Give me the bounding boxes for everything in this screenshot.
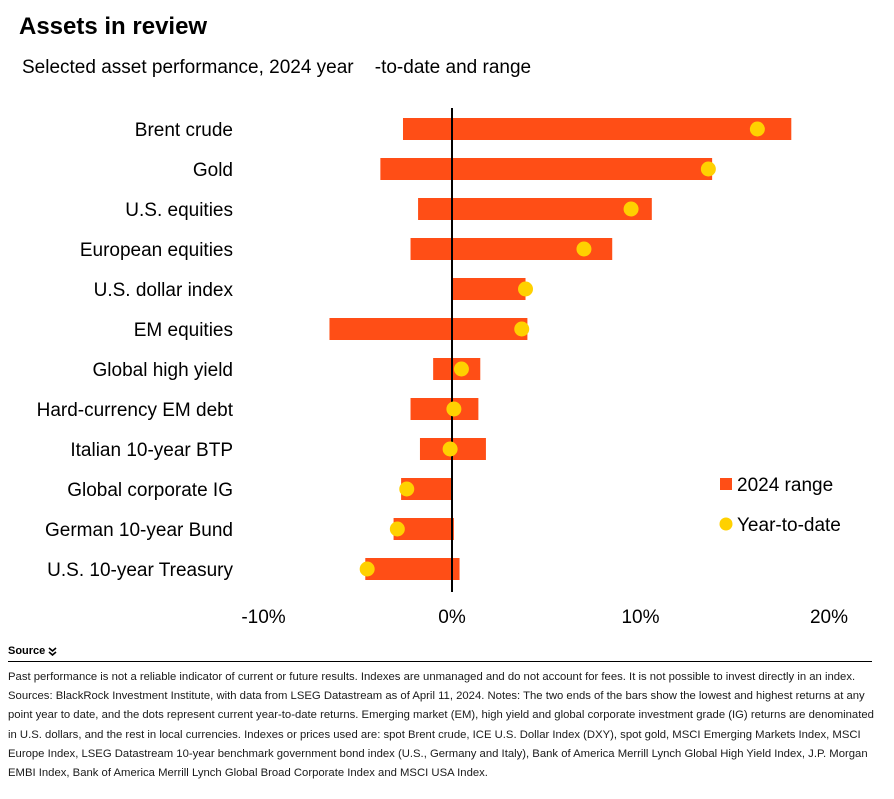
category-label-global-corporate-ig: Global corporate IG [67, 480, 233, 501]
category-label-u-s-10-year-treasury: U.S. 10-year Treasury [47, 560, 233, 581]
chart-title: Assets in review [19, 13, 208, 40]
range-bar-u-s-10-year-treasury [365, 558, 460, 580]
ytd-dot-em-equities [514, 321, 530, 337]
range-bar-global-corporate-ig [401, 478, 452, 500]
category-label-u-s-equities: U.S. equities [125, 200, 233, 221]
range-bar-german-10-year-bund [393, 518, 454, 540]
x-tick-label: 0% [438, 607, 466, 628]
category-label-german-10-year-bund: German 10-year Bund [45, 520, 233, 541]
range-bar-hard-currency-em-debt [410, 398, 479, 420]
ytd-dot-global-high-yield [453, 361, 469, 377]
ytd-dot-brent-crude [749, 121, 765, 137]
legend-marker-ytd [719, 517, 733, 531]
range-bar-em-equities [329, 318, 528, 340]
chevron-double-down-icon [48, 646, 57, 656]
category-label-global-high-yield: Global high yield [93, 360, 233, 381]
x-tick-label: -10% [241, 607, 285, 628]
ytd-dot-german-10-year-bund [389, 521, 405, 537]
ytd-dot-hard-currency-em-debt [446, 401, 462, 417]
category-label-em-equities: EM equities [134, 320, 233, 341]
category-label-gold: Gold [193, 160, 233, 181]
category-label-hard-currency-em-debt: Hard-currency EM debt [37, 400, 234, 421]
ytd-dot-u-s-equities [623, 201, 639, 217]
legend-marker-range [720, 478, 732, 490]
ytd-dot-gold [700, 161, 716, 177]
asset-performance-chart: Brent crude Gold U.S. equities European equ… [37, 108, 848, 628]
category-label-italian-10-year-btp: Italian 10-year BTP [70, 440, 233, 461]
category-label-european-equities: European equities [80, 240, 233, 261]
ytd-dot-european-equities [576, 241, 592, 257]
ytd-dot-u-s-dollar-index [518, 281, 534, 297]
range-bar-gold [380, 158, 713, 180]
source-toggle[interactable]: Source [8, 645, 57, 657]
category-label-u-s-dollar-index: U.S. dollar index [94, 280, 234, 301]
range-bar-brent-crude [402, 118, 792, 140]
category-label-brent-crude: Brent crude [135, 120, 233, 141]
source-divider [8, 661, 872, 662]
chart-subtitle: Selected asset performance, 2024 year -t… [22, 57, 532, 78]
x-tick-label: 20% [810, 607, 848, 628]
legend-label-range: 2024 range [737, 475, 833, 496]
source-footnote: Past performance is not a reliable indic… [8, 671, 874, 780]
range-bar-u-s-dollar-index [452, 278, 526, 300]
ytd-dot-italian-10-year-btp [442, 441, 458, 457]
ytd-dot-global-corporate-ig [399, 481, 415, 497]
range-bar-u-s-equities [418, 198, 652, 220]
range-bar-european-equities [410, 238, 613, 260]
legend-label-ytd: Year-to-date [737, 515, 841, 536]
ytd-dot-u-s-10-year-treasury [359, 561, 375, 577]
x-tick-label: 10% [621, 607, 659, 628]
source-label-text: Source [8, 645, 46, 657]
